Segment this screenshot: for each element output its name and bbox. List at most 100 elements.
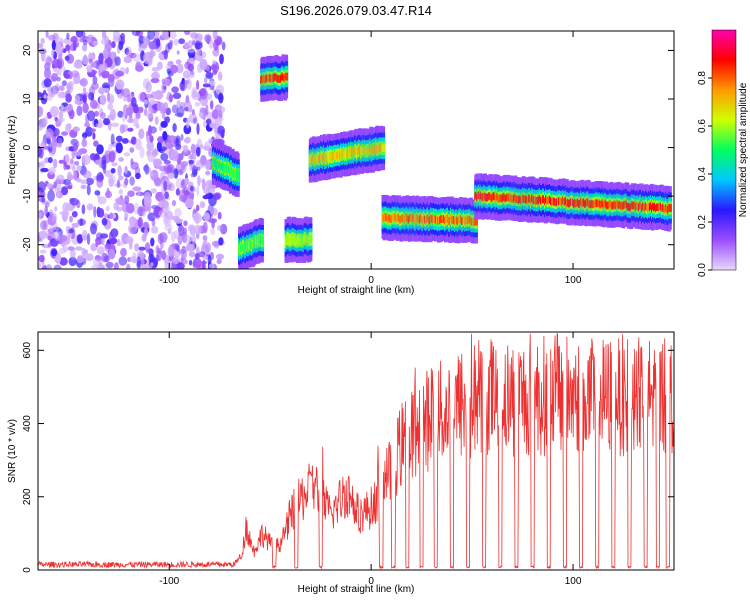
- heatmap-noise-cell: [202, 259, 206, 269]
- heatmap-noise-cell: [104, 190, 113, 199]
- heatmap-noise-cell: [152, 128, 156, 134]
- heatmap-noise-cell: [90, 223, 97, 235]
- heatmap-noise-cell: [127, 127, 134, 132]
- heatmap-noise-cell: [218, 92, 224, 104]
- heatmap-noise-cell: [211, 64, 217, 71]
- heatmap-noise-cell: [85, 177, 94, 186]
- heatmap-noise-cell: [90, 153, 96, 161]
- heatmap-noise-cell: [153, 177, 162, 186]
- heatmap-noise-cell: [183, 220, 188, 227]
- heatmap-noise-cell: [131, 31, 141, 37]
- heatmap-noise-cell: [81, 43, 88, 52]
- heatmap-noise-cell: [117, 110, 124, 118]
- heatmap-noise-cell: [186, 73, 195, 79]
- heatmap-noise-cell: [41, 197, 46, 203]
- heatmap-noise-cell: [54, 117, 58, 122]
- spectrogram-y-tick-label: -10: [22, 188, 33, 203]
- heatmap-noise-cell: [151, 71, 160, 80]
- heatmap-noise-cell: [99, 233, 109, 239]
- heatmap-noise-cell: [55, 252, 61, 264]
- heatmap-noise-cell: [124, 177, 129, 186]
- heatmap-noise-cell: [94, 110, 99, 117]
- heatmap-noise-cell: [218, 106, 226, 114]
- snr-x-tick-label: 0: [368, 576, 374, 587]
- heatmap-noise-cell: [150, 237, 155, 247]
- heatmap-noise-cell: [75, 246, 83, 251]
- heatmap-noise-cell: [149, 50, 154, 59]
- heatmap-noise-cell: [142, 36, 148, 44]
- heatmap-noise-cell: [219, 53, 224, 65]
- heatmap-noise-cell: [152, 158, 162, 168]
- heatmap-noise-cell: [114, 262, 119, 269]
- heatmap-noise-cell: [143, 221, 149, 229]
- heatmap-noise-cell: [97, 246, 105, 255]
- heatmap-noise-cell: [71, 70, 80, 78]
- spectrogram-y-tick-label: 0: [22, 144, 33, 150]
- heatmap-ridge-cell: [236, 171, 240, 179]
- heatmap-noise-cell: [44, 114, 49, 124]
- heatmap-noise-cell: [86, 38, 93, 43]
- heatmap-noise-cell: [82, 95, 86, 102]
- heatmap-noise-cell: [217, 225, 223, 232]
- heatmap-noise-cell: [163, 49, 168, 60]
- heatmap-noise-cell: [138, 92, 146, 102]
- heatmap-noise-cell: [209, 122, 217, 129]
- heatmap-noise-cell: [138, 246, 146, 251]
- heatmap-noise-cell: [110, 228, 119, 238]
- heatmap-noise-cell: [92, 258, 100, 267]
- heatmap-noise-cell: [101, 236, 105, 246]
- heatmap-noise-cell: [187, 63, 194, 72]
- heatmap-noise-cell: [132, 252, 137, 262]
- heatmap-noise-cell: [127, 118, 134, 124]
- heatmap-noise-cell: [93, 140, 99, 147]
- heatmap-noise-cell: [101, 70, 110, 79]
- heatmap-ridge-cell: [284, 72, 289, 81]
- heatmap-noise-cell: [70, 248, 76, 260]
- heatmap-noise-cell: [150, 78, 160, 84]
- heatmap-noise-cell: [88, 58, 93, 63]
- heatmap-noise-cell: [86, 184, 91, 196]
- heatmap-noise-cell: [89, 99, 98, 109]
- heatmap-noise-cell: [194, 42, 203, 50]
- heatmap-noise-cell: [169, 31, 177, 40]
- heatmap-noise-cell: [38, 124, 44, 131]
- heatmap-noise-cell: [130, 226, 138, 234]
- heatmap-noise-cell: [212, 49, 220, 57]
- heatmap-noise-cell: [62, 209, 69, 218]
- heatmap-noise-cell: [42, 264, 47, 269]
- heatmap-noise-cell: [45, 31, 49, 38]
- heatmap-noise-cell: [202, 235, 208, 241]
- heatmap-noise-cell: [95, 123, 104, 128]
- heatmap-noise-cell: [129, 147, 135, 153]
- heatmap-noise-cell: [177, 233, 183, 245]
- heatmap-noise-cell: [196, 122, 200, 135]
- heatmap-noise-cell: [114, 56, 121, 67]
- heatmap-noise-cell: [85, 253, 94, 261]
- heatmap-noise-cell: [162, 131, 168, 141]
- heatmap-noise-cell: [38, 43, 44, 49]
- heatmap-noise-cell: [143, 195, 152, 208]
- snr-y-tick-label: 600: [22, 342, 33, 359]
- heatmap-noise-cell: [221, 41, 226, 51]
- heatmap-noise-cell: [98, 174, 104, 181]
- heatmap-noise-cell: [165, 141, 171, 149]
- heatmap-noise-cell: [72, 40, 77, 52]
- snr-x-axis-label: Height of straight line (km): [298, 584, 415, 595]
- heatmap-noise-cell: [67, 174, 74, 181]
- heatmap-noise-cell: [149, 171, 154, 177]
- heatmap-noise-cell: [192, 257, 202, 269]
- heatmap-noise-cell: [188, 251, 196, 258]
- heatmap-noise-cell: [105, 205, 110, 212]
- heatmap-noise-cell: [54, 206, 58, 212]
- heatmap-noise-cell: [112, 35, 122, 43]
- heatmap-noise-cell: [167, 245, 174, 257]
- heatmap-noise-cell: [208, 218, 217, 224]
- heatmap-noise-cell: [159, 200, 164, 206]
- heatmap-noise-cell: [48, 225, 57, 231]
- heatmap-noise-cell: [147, 212, 156, 222]
- heatmap-noise-cell: [48, 34, 56, 41]
- heatmap-noise-cell: [196, 80, 200, 90]
- heatmap-noise-cell: [133, 116, 139, 128]
- heatmap-noise-cell: [76, 165, 82, 172]
- heatmap-noise-cell: [212, 31, 218, 41]
